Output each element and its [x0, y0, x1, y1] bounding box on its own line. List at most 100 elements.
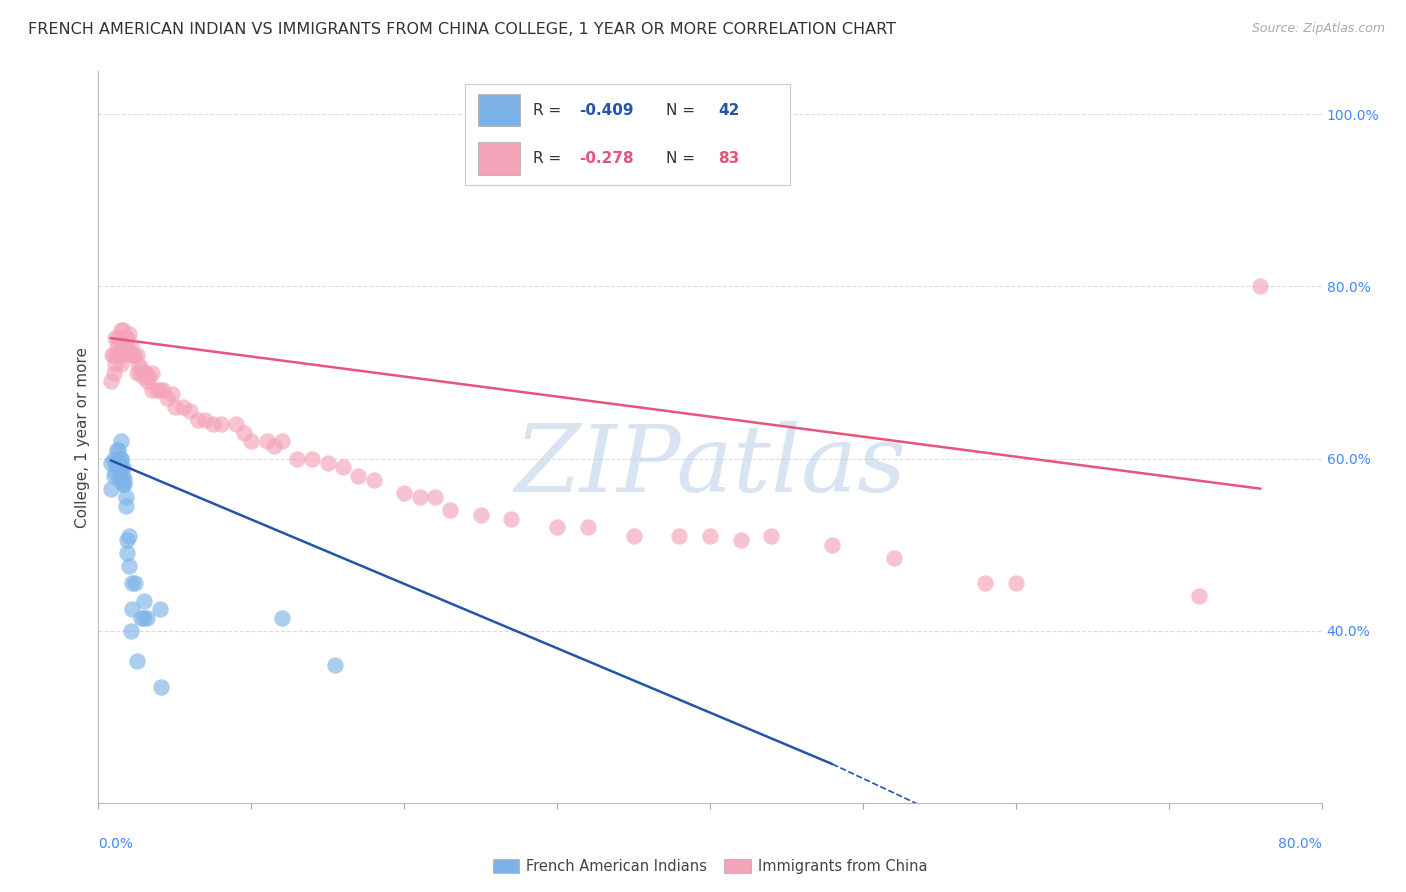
Immigrants from China [668, 529, 690, 543]
Immigrants from China [423, 491, 446, 505]
French American Indians [111, 460, 134, 475]
French American Indians [136, 611, 159, 625]
Immigrants from China [103, 366, 125, 380]
French American Indians [118, 559, 141, 574]
Immigrants from China [121, 348, 143, 362]
Immigrants from China [105, 340, 128, 354]
Text: 80.0%: 80.0% [1278, 838, 1322, 851]
French American Indians [124, 576, 146, 591]
Immigrants from China [117, 331, 139, 345]
Immigrants from China [115, 340, 138, 354]
French American Indians [149, 602, 172, 616]
Immigrants from China [111, 348, 134, 362]
French American Indians [107, 451, 129, 466]
French American Indians [125, 654, 148, 668]
Immigrants from China [145, 383, 167, 397]
French American Indians [111, 468, 134, 483]
Immigrants from China [156, 392, 179, 406]
Immigrants from China [135, 366, 157, 380]
Immigrants from China [118, 344, 141, 359]
French American Indians [103, 468, 125, 483]
Immigrants from China [187, 413, 209, 427]
French American Indians [129, 611, 152, 625]
Immigrants from China [108, 348, 131, 362]
Immigrants from China [883, 550, 905, 565]
Immigrants from China [202, 417, 225, 432]
Immigrants from China [160, 387, 183, 401]
Immigrants from China [104, 331, 127, 345]
Immigrants from China [136, 374, 159, 388]
Immigrants from China [1004, 576, 1026, 591]
French American Indians [117, 533, 139, 548]
Immigrants from China [501, 512, 523, 526]
Immigrants from China [285, 451, 308, 466]
French American Indians [121, 602, 143, 616]
Immigrants from China [134, 369, 156, 384]
Immigrants from China [122, 348, 145, 362]
Immigrants from China [263, 439, 285, 453]
Immigrants from China [110, 322, 132, 336]
French American Indians [121, 576, 143, 591]
Immigrants from China [470, 508, 492, 522]
Immigrants from China [347, 468, 370, 483]
Text: ZIPatlas: ZIPatlas [515, 421, 905, 511]
French American Indians [134, 611, 156, 625]
Immigrants from China [1188, 589, 1211, 603]
French American Indians [112, 477, 135, 491]
French American Indians [150, 680, 173, 694]
French American Indians [108, 460, 131, 475]
Immigrants from China [110, 340, 132, 354]
French American Indians [111, 477, 134, 491]
Immigrants from China [301, 451, 323, 466]
French American Indians [107, 456, 129, 470]
Immigrants from China [100, 374, 122, 388]
Immigrants from China [118, 326, 141, 341]
Immigrants from China [111, 322, 134, 336]
French American Indians [107, 442, 129, 457]
French American Indians [100, 456, 122, 470]
French American Indians [110, 434, 132, 449]
French American Indians [134, 593, 156, 607]
Immigrants from China [111, 340, 134, 354]
Immigrants from China [101, 348, 124, 362]
French American Indians [115, 499, 138, 513]
Immigrants from China [256, 434, 278, 449]
French American Indians [104, 465, 127, 479]
Immigrants from China [132, 366, 155, 380]
Immigrants from China [141, 383, 163, 397]
Immigrants from China [141, 366, 163, 380]
Immigrants from China [232, 425, 254, 440]
French American Indians [108, 473, 131, 487]
Immigrants from China [138, 369, 160, 384]
French American Indians [118, 529, 141, 543]
Immigrants from China [316, 456, 339, 470]
Immigrants from China [110, 357, 132, 371]
Immigrants from China [332, 460, 354, 475]
Immigrants from China [129, 361, 152, 376]
Immigrants from China [108, 331, 131, 345]
French American Indians [117, 546, 139, 560]
Immigrants from China [821, 538, 844, 552]
Immigrants from China [103, 348, 125, 362]
Immigrants from China [974, 576, 997, 591]
Immigrants from China [172, 400, 194, 414]
Immigrants from China [105, 348, 128, 362]
French American Indians [120, 624, 142, 638]
French American Indians [104, 456, 127, 470]
Immigrants from China [128, 366, 150, 380]
Text: 0.0%: 0.0% [98, 838, 134, 851]
Immigrants from China [107, 331, 129, 345]
Immigrants from China [120, 340, 142, 354]
French American Indians [115, 491, 138, 505]
Immigrants from China [112, 340, 135, 354]
Immigrants from China [115, 331, 138, 345]
Immigrants from China [240, 434, 263, 449]
Immigrants from China [125, 366, 148, 380]
Immigrants from China [194, 413, 217, 427]
Immigrants from China [546, 520, 568, 534]
French American Indians [110, 451, 132, 466]
Immigrants from China [270, 434, 292, 449]
French American Indians [270, 611, 292, 625]
French American Indians [110, 460, 132, 475]
French American Indians [325, 658, 347, 673]
